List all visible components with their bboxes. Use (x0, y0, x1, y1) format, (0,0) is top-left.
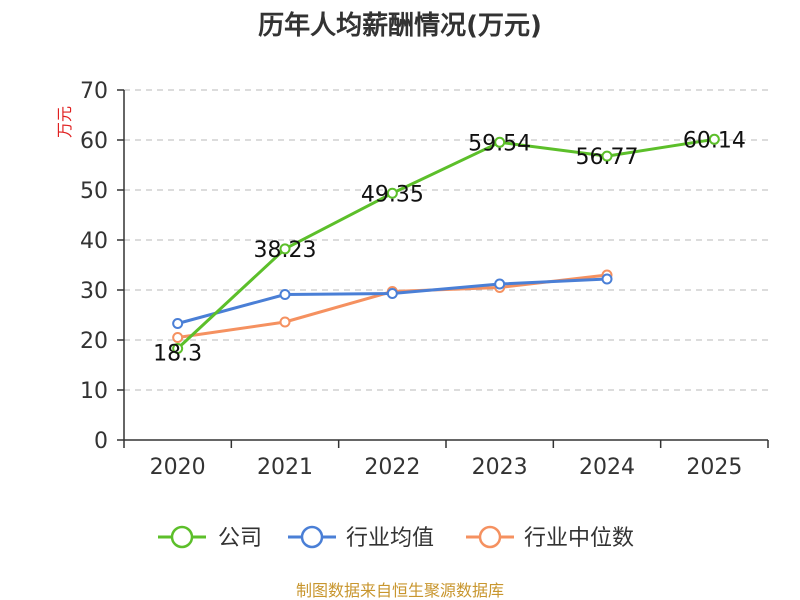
data-point (386, 187, 398, 199)
legend-marker-1 (300, 525, 324, 549)
data-point (279, 243, 291, 255)
legend: 公司 行业均值 行业中位数 (158, 525, 634, 551)
legend-label-0: 公司 (218, 526, 262, 551)
data-point (172, 343, 184, 354)
y-tick-label: 0 (94, 429, 108, 454)
x-tick-label: 2024 (579, 455, 635, 480)
data-point (172, 332, 184, 343)
data-label: 38.23 (254, 238, 317, 263)
series-layer (172, 133, 720, 354)
y-tick-label: 60 (80, 129, 108, 154)
x-tick-label: 2022 (364, 455, 420, 480)
data-point (279, 316, 291, 328)
y-tick-label: 70 (80, 79, 108, 104)
gridlines (124, 89, 768, 391)
data-point (279, 289, 291, 300)
chart-title: 历年人均薪酬情况(万元) (258, 10, 542, 41)
data-point (601, 273, 613, 285)
x-tick-label: 2025 (686, 455, 742, 480)
data-point (601, 150, 613, 162)
y-axis-label: 万元 (55, 106, 74, 138)
data-point (494, 136, 506, 148)
y-tick-label: 30 (80, 279, 108, 304)
legend-marker-2 (478, 525, 502, 549)
y-tick-label: 50 (80, 179, 108, 204)
data-point (386, 288, 398, 299)
data-point (708, 133, 720, 145)
x-tick-labels: 2020 2021 2022 2023 2024 2025 (150, 455, 743, 480)
axes (117, 89, 769, 448)
data-label: 59.54 (468, 131, 531, 156)
y-tick-label: 20 (80, 329, 108, 354)
y-tick-label: 10 (80, 379, 108, 404)
data-point (494, 278, 506, 290)
x-tick-label: 2023 (472, 455, 528, 480)
x-tick-label: 2021 (257, 455, 313, 480)
data-label: 49.35 (361, 182, 424, 207)
y-tick-label: 40 (80, 229, 108, 254)
source-note: 制图数据来自恒生聚源数据库 (296, 581, 504, 600)
data-label: 60.14 (683, 128, 746, 153)
legend-label-2: 行业中位数 (524, 526, 634, 551)
x-tick-label: 2020 (150, 455, 206, 480)
series-line-0 (176, 137, 715, 350)
data-point (172, 318, 184, 329)
legend-label-1: 行业均值 (346, 526, 434, 551)
data-label: 18.3 (153, 342, 202, 367)
series-line-1 (177, 277, 608, 325)
y-tick-labels: 0 10 20 30 40 50 60 70 (80, 79, 108, 454)
data-label: 56.77 (576, 145, 639, 170)
legend-marker-0 (170, 525, 194, 549)
data-labels: 18.3 38.23 49.35 59.54 56.77 60.14 (153, 128, 746, 366)
